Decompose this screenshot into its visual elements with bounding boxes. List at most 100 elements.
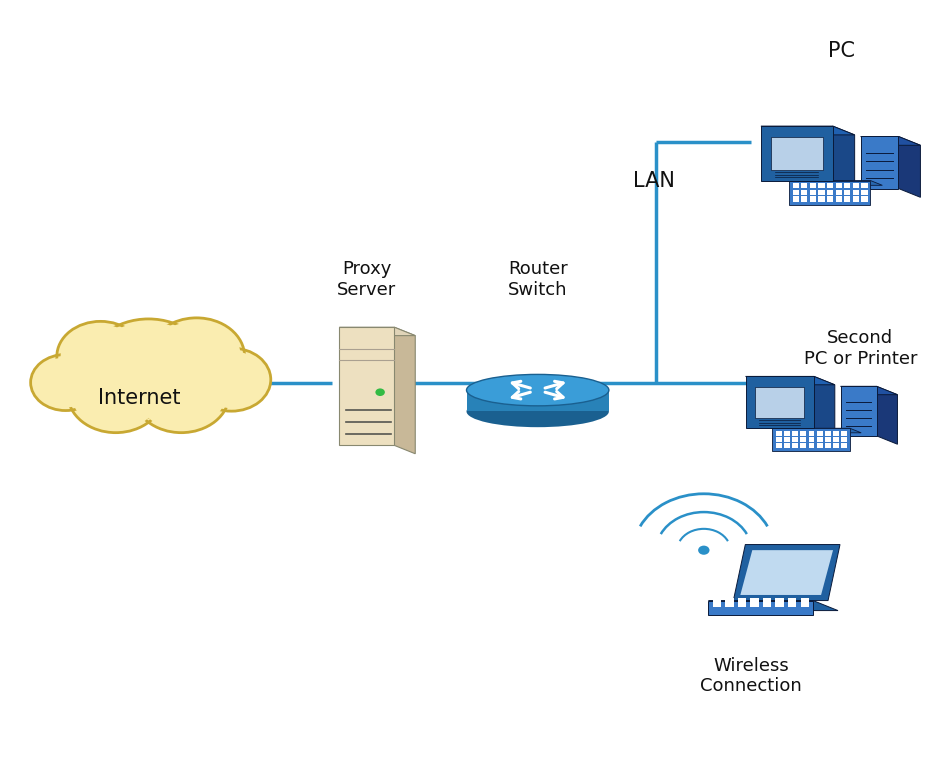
FancyBboxPatch shape bbox=[841, 386, 877, 436]
FancyBboxPatch shape bbox=[801, 431, 806, 435]
Polygon shape bbox=[899, 136, 921, 197]
FancyBboxPatch shape bbox=[801, 444, 806, 448]
Polygon shape bbox=[339, 327, 415, 336]
FancyBboxPatch shape bbox=[784, 437, 790, 442]
FancyBboxPatch shape bbox=[738, 601, 746, 604]
Polygon shape bbox=[745, 376, 814, 428]
FancyBboxPatch shape bbox=[784, 431, 790, 435]
Circle shape bbox=[149, 318, 245, 395]
FancyBboxPatch shape bbox=[776, 598, 783, 601]
FancyBboxPatch shape bbox=[844, 190, 850, 195]
FancyBboxPatch shape bbox=[808, 444, 814, 448]
FancyBboxPatch shape bbox=[776, 604, 783, 607]
FancyBboxPatch shape bbox=[793, 197, 799, 202]
FancyBboxPatch shape bbox=[844, 183, 850, 188]
Polygon shape bbox=[466, 390, 609, 412]
Text: Wireless
Connection: Wireless Connection bbox=[701, 656, 803, 695]
FancyBboxPatch shape bbox=[824, 437, 831, 442]
FancyBboxPatch shape bbox=[853, 190, 859, 195]
Text: Internet: Internet bbox=[98, 388, 180, 408]
FancyBboxPatch shape bbox=[802, 183, 807, 188]
FancyBboxPatch shape bbox=[824, 431, 831, 435]
Text: PC: PC bbox=[828, 41, 855, 61]
Circle shape bbox=[57, 321, 144, 392]
FancyBboxPatch shape bbox=[842, 431, 847, 435]
Circle shape bbox=[88, 319, 209, 417]
FancyBboxPatch shape bbox=[763, 604, 771, 607]
Circle shape bbox=[61, 324, 140, 389]
Text: Proxy
Server: Proxy Server bbox=[337, 260, 396, 299]
Polygon shape bbox=[814, 376, 835, 437]
FancyBboxPatch shape bbox=[842, 437, 847, 442]
Polygon shape bbox=[394, 327, 415, 454]
FancyBboxPatch shape bbox=[853, 197, 859, 202]
FancyBboxPatch shape bbox=[819, 183, 824, 188]
FancyBboxPatch shape bbox=[833, 431, 839, 435]
Circle shape bbox=[71, 359, 160, 430]
Text: Second
PC or Printer: Second PC or Printer bbox=[803, 329, 917, 368]
FancyBboxPatch shape bbox=[819, 190, 824, 195]
FancyBboxPatch shape bbox=[784, 444, 790, 448]
FancyBboxPatch shape bbox=[763, 598, 771, 601]
FancyBboxPatch shape bbox=[725, 601, 734, 604]
Circle shape bbox=[196, 351, 267, 408]
FancyBboxPatch shape bbox=[793, 190, 799, 195]
FancyBboxPatch shape bbox=[824, 444, 831, 448]
Polygon shape bbox=[733, 545, 840, 601]
FancyBboxPatch shape bbox=[810, 190, 816, 195]
Circle shape bbox=[68, 356, 164, 433]
FancyBboxPatch shape bbox=[763, 601, 771, 604]
FancyBboxPatch shape bbox=[827, 190, 833, 195]
FancyBboxPatch shape bbox=[750, 598, 759, 601]
FancyBboxPatch shape bbox=[708, 601, 813, 615]
FancyBboxPatch shape bbox=[788, 598, 797, 601]
FancyBboxPatch shape bbox=[713, 601, 721, 604]
FancyBboxPatch shape bbox=[833, 437, 839, 442]
FancyBboxPatch shape bbox=[750, 604, 759, 607]
FancyBboxPatch shape bbox=[819, 197, 824, 202]
FancyBboxPatch shape bbox=[810, 197, 816, 202]
FancyBboxPatch shape bbox=[776, 437, 782, 442]
FancyBboxPatch shape bbox=[802, 190, 807, 195]
FancyBboxPatch shape bbox=[862, 190, 867, 195]
FancyBboxPatch shape bbox=[862, 197, 867, 202]
Polygon shape bbox=[877, 386, 898, 444]
Polygon shape bbox=[761, 126, 833, 181]
FancyBboxPatch shape bbox=[801, 601, 809, 604]
FancyBboxPatch shape bbox=[713, 604, 721, 607]
FancyBboxPatch shape bbox=[792, 437, 798, 442]
FancyBboxPatch shape bbox=[861, 136, 899, 188]
FancyBboxPatch shape bbox=[776, 431, 782, 435]
FancyBboxPatch shape bbox=[853, 183, 859, 188]
FancyBboxPatch shape bbox=[802, 197, 807, 202]
FancyBboxPatch shape bbox=[788, 604, 797, 607]
Circle shape bbox=[698, 545, 709, 555]
FancyBboxPatch shape bbox=[776, 444, 782, 448]
FancyBboxPatch shape bbox=[713, 598, 721, 601]
Text: LAN: LAN bbox=[633, 171, 675, 190]
Circle shape bbox=[192, 348, 270, 411]
FancyBboxPatch shape bbox=[339, 327, 394, 445]
FancyBboxPatch shape bbox=[810, 183, 816, 188]
FancyBboxPatch shape bbox=[725, 604, 734, 607]
FancyBboxPatch shape bbox=[836, 183, 842, 188]
FancyBboxPatch shape bbox=[793, 183, 799, 188]
FancyBboxPatch shape bbox=[738, 604, 746, 607]
FancyBboxPatch shape bbox=[842, 444, 847, 448]
Circle shape bbox=[34, 357, 97, 408]
Polygon shape bbox=[861, 136, 921, 145]
FancyBboxPatch shape bbox=[808, 431, 814, 435]
FancyBboxPatch shape bbox=[772, 428, 850, 451]
Polygon shape bbox=[741, 550, 833, 595]
Polygon shape bbox=[745, 376, 835, 385]
FancyBboxPatch shape bbox=[792, 444, 798, 448]
FancyBboxPatch shape bbox=[776, 601, 783, 604]
FancyBboxPatch shape bbox=[808, 437, 814, 442]
Circle shape bbox=[375, 389, 385, 396]
FancyBboxPatch shape bbox=[801, 604, 809, 607]
Circle shape bbox=[152, 321, 241, 392]
Polygon shape bbox=[771, 137, 823, 170]
Polygon shape bbox=[833, 126, 855, 189]
Circle shape bbox=[30, 354, 101, 411]
Ellipse shape bbox=[466, 396, 609, 427]
